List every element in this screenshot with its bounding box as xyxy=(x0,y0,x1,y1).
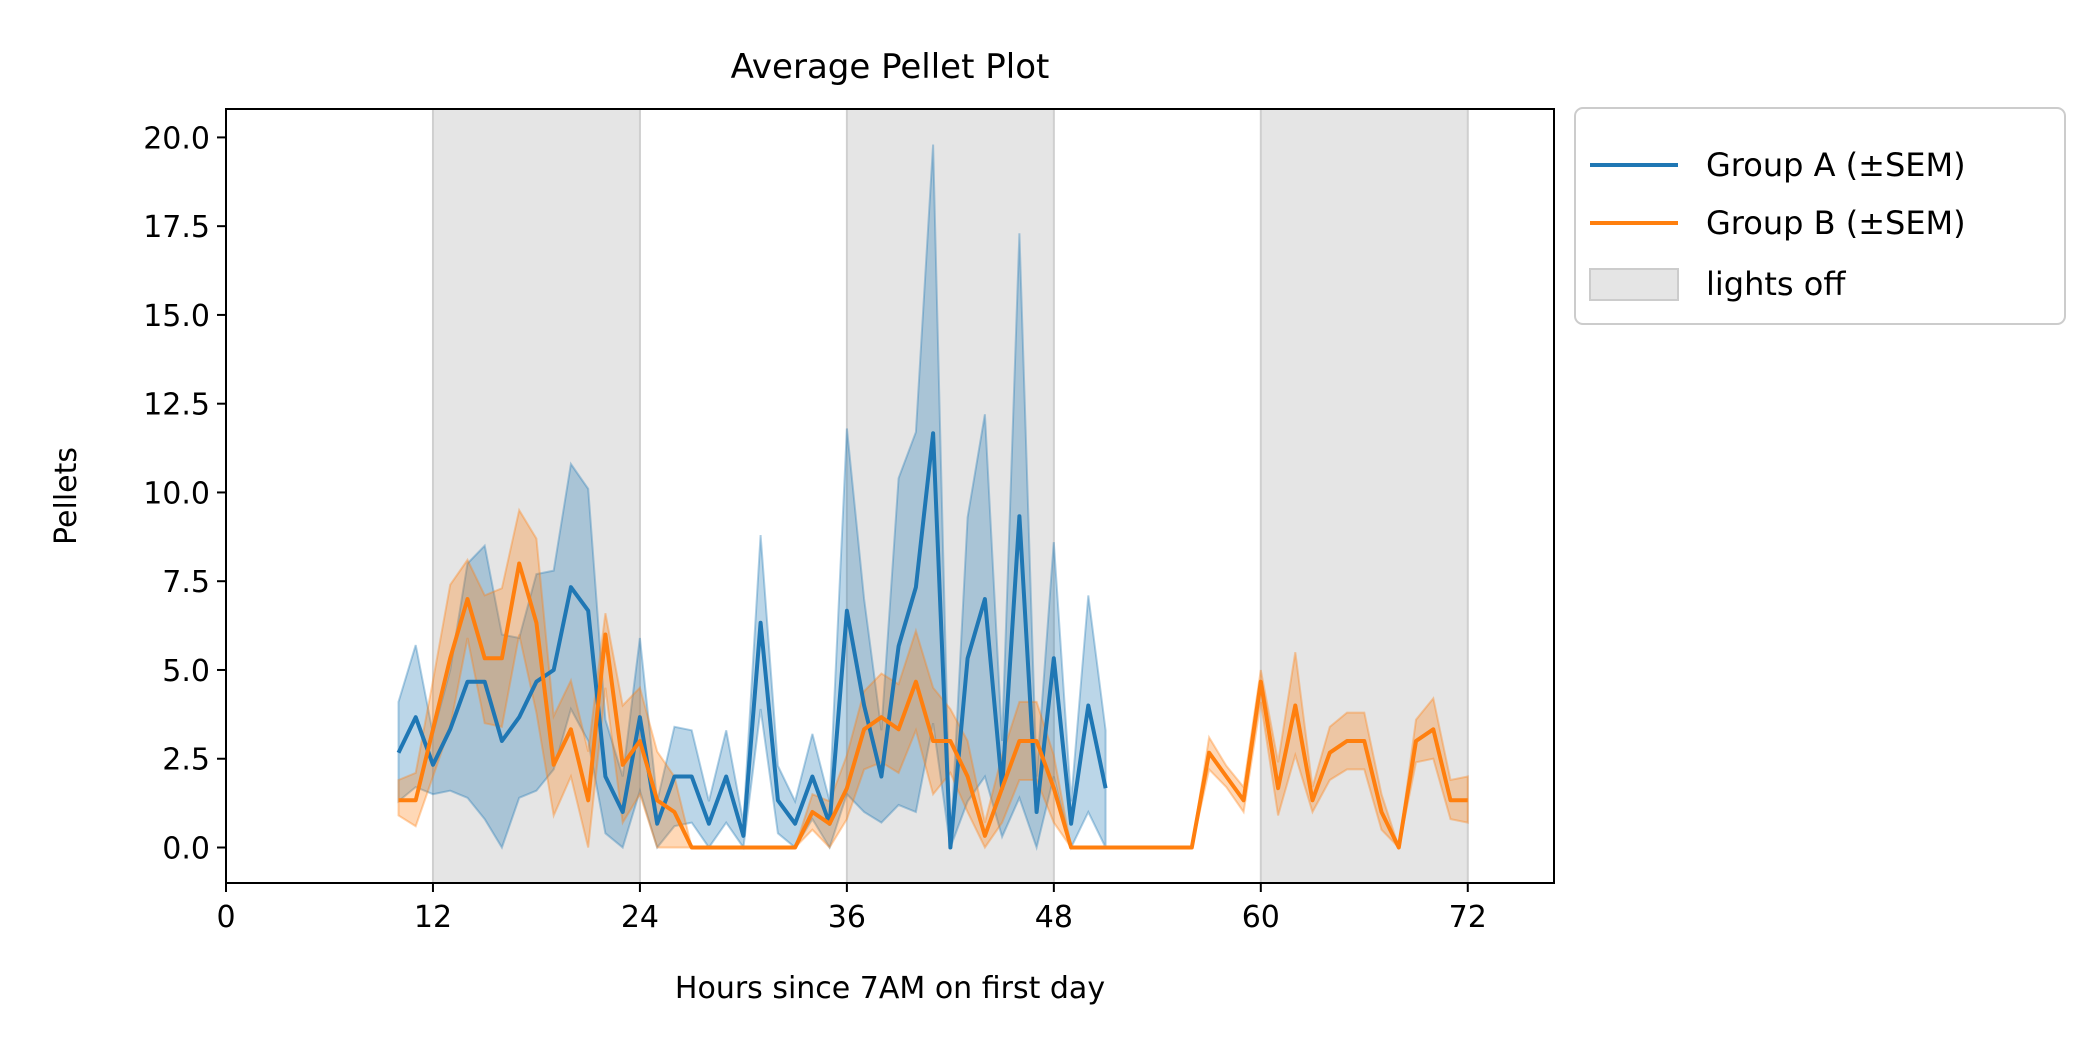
lights-off-region-1 xyxy=(431,108,641,884)
series-line-group-b xyxy=(398,561,1468,850)
x-tick-label: 0 xyxy=(216,900,235,935)
y-axis-label: Pellets xyxy=(49,447,84,545)
y-tick-label: 12.5 xyxy=(143,388,210,423)
lights-off-regions xyxy=(431,108,1469,884)
x-tick-label: 72 xyxy=(1449,900,1487,935)
series-line-group-a xyxy=(396,431,1108,850)
plot-area xyxy=(225,108,1555,884)
y-tick-label: 15.0 xyxy=(143,299,210,334)
y-tick-label: 10.0 xyxy=(143,476,210,511)
lights-off-region-3 xyxy=(1259,108,1469,884)
x-axis-ticks: 0 12 24 36 48 60 72 xyxy=(216,883,1487,935)
legend: Group A (±SEM) Group B (±SEM) lights off xyxy=(1574,107,2066,325)
legend-label-group-a: Group A (±SEM) xyxy=(1706,146,1966,184)
x-axis-label: Hours since 7AM on first day xyxy=(675,971,1105,1006)
y-axis-ticks: 0.0 2.5 5.0 7.5 10.0 12.5 15.0 17.5 20.0 xyxy=(143,121,226,866)
legend-box xyxy=(1574,107,2066,325)
y-tick-label: 20.0 xyxy=(143,121,210,156)
y-tick-label: 17.5 xyxy=(143,210,210,245)
x-tick-label: 60 xyxy=(1242,900,1280,935)
y-tick-label: 0.0 xyxy=(162,831,210,866)
x-tick-label: 24 xyxy=(621,900,659,935)
x-tick-label: 12 xyxy=(414,900,452,935)
y-tick-label: 5.0 xyxy=(162,654,210,689)
x-tick-label: 36 xyxy=(828,900,866,935)
legend-swatch-lights-off xyxy=(1589,268,1679,301)
y-tick-label: 7.5 xyxy=(162,565,210,600)
legend-label-group-b: Group B (±SEM) xyxy=(1706,204,1966,242)
y-tick-label: 2.5 xyxy=(162,743,210,778)
plot-frame xyxy=(225,108,1555,884)
series-lines xyxy=(396,431,1468,850)
legend-label-lights-off: lights off xyxy=(1706,265,1846,303)
x-tick-label: 48 xyxy=(1035,900,1073,935)
chart-title: Average Pellet Plot xyxy=(731,47,1050,87)
